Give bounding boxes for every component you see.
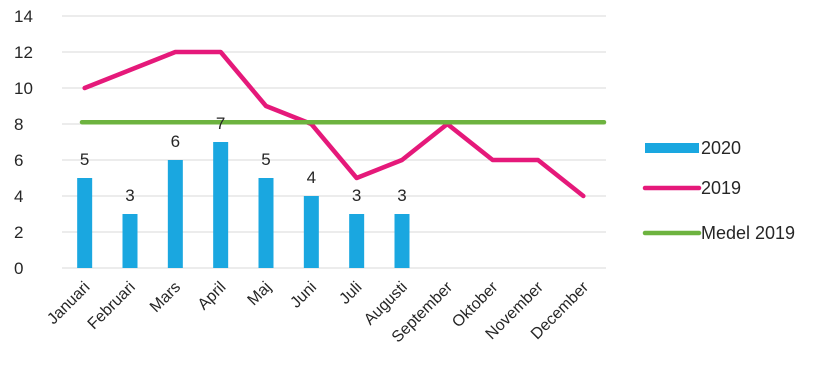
y-tick-label: 0	[14, 259, 23, 278]
x-category-label: Juli	[336, 279, 365, 308]
x-category-label: Juni	[287, 279, 320, 312]
legend-swatch	[645, 143, 699, 153]
x-category-label: Mars	[147, 279, 184, 316]
bar	[394, 214, 410, 268]
line-series-2019	[82, 49, 586, 199]
data-labels: 5 3 6 7 5 4 3 3	[80, 114, 407, 205]
bar-series-2020	[77, 142, 410, 268]
bar-data-label: 3	[125, 186, 134, 205]
x-category-label: April	[195, 279, 230, 314]
x-category-label: Maj	[245, 279, 275, 309]
legend-item: 2019	[642, 178, 741, 198]
bar-data-label: 3	[352, 186, 361, 205]
bar	[77, 178, 93, 268]
y-axis-ticks: 0 2 4 6 8 10 12 14	[14, 7, 33, 278]
bar-data-label: 6	[171, 132, 180, 151]
legend-item: Medel 2019	[642, 223, 795, 243]
bar	[122, 214, 138, 268]
legend-label: 2020	[701, 138, 741, 158]
bar	[349, 214, 365, 268]
bar	[303, 196, 319, 268]
bar-data-label: 4	[307, 168, 316, 187]
y-tick-label: 14	[14, 7, 33, 26]
line-series	[79, 49, 607, 199]
y-tick-label: 8	[14, 115, 23, 134]
y-tick-label: 10	[14, 79, 33, 98]
y-tick-label: 2	[14, 223, 23, 242]
legend: 2020 2019 Medel 2019	[642, 138, 795, 243]
bar-data-label: 3	[397, 186, 406, 205]
y-tick-label: 6	[14, 151, 23, 170]
legend-label: Medel 2019	[701, 223, 795, 243]
y-tick-label: 4	[14, 187, 23, 206]
x-category-label: Februari	[85, 279, 139, 333]
bar	[167, 160, 183, 268]
y-tick-label: 12	[14, 43, 33, 62]
bar-data-label: 5	[80, 150, 89, 169]
legend-item: 2020	[645, 138, 741, 158]
gridlines	[62, 15, 606, 269]
legend-label: 2019	[701, 178, 741, 198]
bar-data-label: 7	[216, 114, 225, 133]
bar	[258, 178, 274, 268]
bar	[213, 142, 229, 268]
bar-data-label: 5	[261, 150, 270, 169]
